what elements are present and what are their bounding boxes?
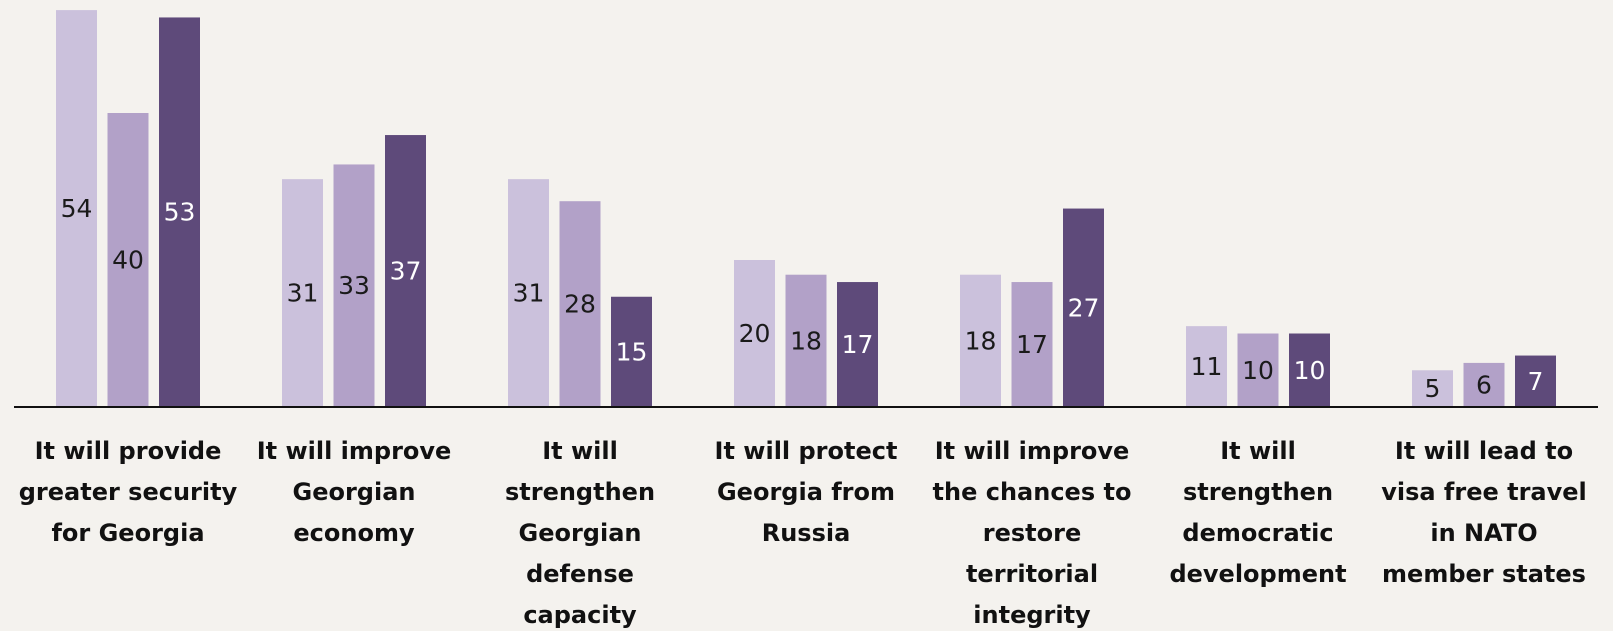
- category-label-line: democratic: [1182, 519, 1333, 547]
- category-label-line: economy: [293, 519, 415, 547]
- category-label-line: It will provide: [35, 437, 222, 465]
- bar-series-3-cat-1: [159, 17, 200, 407]
- data-label-series-2-cat-1: 40: [112, 246, 144, 275]
- category-label-line: It will: [542, 437, 618, 465]
- bar-series-1-cat-4: [734, 260, 775, 407]
- bar-series-1-cat-7: [1412, 370, 1453, 407]
- bar-series-2-cat-4: [785, 274, 827, 407]
- data-label-series-1-cat-4: 20: [739, 319, 771, 348]
- category-label-line: visa free travel: [1381, 478, 1587, 506]
- bar-series-2-cat-2: [333, 164, 375, 407]
- bar-series-1-cat-2: [282, 179, 323, 407]
- bar-series-1-cat-5: [960, 274, 1001, 407]
- bar-series-2-cat-6: [1237, 333, 1279, 407]
- bar-series-2-cat-5: [1011, 282, 1053, 407]
- category-label-line: It will protect: [715, 437, 898, 465]
- data-label-series-1-cat-1: 54: [61, 194, 93, 223]
- category-label-1: It will provide greater security for Georg…: [19, 437, 238, 547]
- bar-series-1-cat-3: [508, 179, 549, 407]
- category-label-line: restore: [983, 519, 1081, 547]
- category-label-line: strengthen: [1183, 478, 1333, 506]
- bar-series-2-cat-3: [559, 201, 601, 407]
- data-label-series-3-cat-4: 17: [842, 330, 874, 359]
- data-label-series-2-cat-2: 33: [338, 271, 370, 300]
- category-label-line: It will improve: [257, 437, 452, 465]
- data-label-series-3-cat-1: 53: [164, 198, 196, 227]
- bar-series-3-cat-3: [611, 296, 652, 407]
- bars-layer: [56, 10, 1556, 408]
- category-label-line: Georgian: [519, 519, 642, 547]
- data-label-series-2-cat-4: 18: [790, 326, 822, 355]
- data-label-series-3-cat-3: 15: [616, 337, 648, 366]
- bar-series-3-cat-4: [837, 282, 878, 407]
- bar-series-3-cat-7: [1515, 355, 1556, 407]
- data-label-series-2-cat-3: 28: [564, 290, 596, 319]
- category-label-line: Russia: [762, 519, 851, 547]
- category-label-2: It will improve Georgian economy: [257, 437, 452, 547]
- category-label-line: in NATO: [1430, 519, 1537, 547]
- category-label-line: the chances to: [933, 478, 1132, 506]
- data-label-series-3-cat-6: 10: [1294, 356, 1326, 385]
- category-label-3: It will strengthen Georgian defense capacity: [505, 437, 655, 629]
- category-label-line: strengthen: [505, 478, 655, 506]
- bar-series-1-cat-1: [56, 10, 97, 407]
- data-label-series-1-cat-5: 18: [965, 326, 997, 355]
- category-label-line: greater security: [19, 478, 238, 506]
- category-label-7: It will lead to visa free travel in NATO me…: [1381, 437, 1587, 588]
- category-label-line: defense: [526, 560, 634, 588]
- category-label-line: Georgian: [293, 478, 416, 506]
- bar-series-1-cat-6: [1186, 326, 1227, 407]
- category-label-line: Georgia from: [717, 478, 895, 506]
- category-label-4: It will protect Georgia from Russia: [715, 437, 898, 547]
- category-label-5: It will improve the chances to restore terr…: [933, 437, 1132, 629]
- category-label-line: territorial: [966, 560, 1098, 588]
- data-label-series-2-cat-6: 10: [1242, 356, 1274, 385]
- category-label-line: It will improve: [935, 437, 1130, 465]
- bar-series-2-cat-7: [1463, 362, 1505, 407]
- category-label-line: for Georgia: [51, 519, 204, 547]
- category-label-line: capacity: [523, 601, 637, 629]
- category-label-line: integrity: [973, 601, 1091, 629]
- category-label-line: development: [1169, 560, 1346, 588]
- data-label-series-3-cat-5: 27: [1068, 293, 1100, 322]
- data-label-series-3-cat-7: 7: [1528, 367, 1544, 396]
- data-label-series-1-cat-7: 5: [1425, 374, 1441, 403]
- bar-series-3-cat-2: [385, 135, 426, 408]
- data-label-series-1-cat-6: 11: [1191, 352, 1223, 381]
- bar-series-3-cat-6: [1289, 333, 1330, 407]
- data-label-series-2-cat-5: 17: [1016, 330, 1048, 359]
- data-label-series-1-cat-2: 31: [287, 279, 319, 308]
- data-label-series-1-cat-3: 31: [513, 279, 545, 308]
- data-label-series-3-cat-2: 37: [390, 257, 422, 286]
- category-label-line: It will: [1220, 437, 1296, 465]
- bar-series-2-cat-1: [107, 113, 149, 407]
- category-label-line: It will lead to: [1395, 437, 1573, 465]
- bar-series-3-cat-5: [1063, 208, 1104, 407]
- category-label-line: member states: [1382, 560, 1586, 588]
- data-label-series-2-cat-7: 6: [1476, 370, 1492, 399]
- category-label-6: It will strengthen democratic development: [1169, 437, 1346, 588]
- value-labels-layer: 54 40 53 31 33 37 31 28 15 20 18 17 18 17 27 11 10 10 5 6 7: [61, 194, 1544, 403]
- category-labels-layer: It will provide greater security for Georg…: [19, 437, 1587, 629]
